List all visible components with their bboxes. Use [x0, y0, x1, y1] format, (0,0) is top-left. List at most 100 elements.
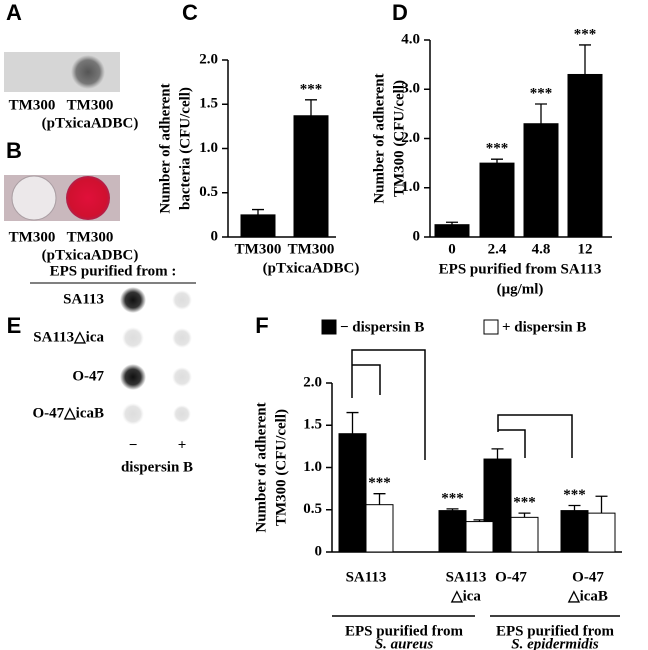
bar: [438, 510, 467, 553]
image-label: (pTxicaADBC): [42, 115, 139, 131]
y-tick-label: 0.5: [199, 184, 218, 200]
x-tick-label: SA113: [446, 569, 487, 585]
bar: [510, 516, 539, 553]
y-tick-label: 1.0: [401, 179, 420, 195]
bar: [240, 214, 276, 238]
legend-swatch: [321, 319, 337, 335]
annotation: ***: [300, 81, 323, 97]
x-tick-label: O-47: [572, 569, 604, 585]
group-label: S. aureus: [375, 636, 434, 650]
bar: [338, 433, 367, 553]
annotation: ***: [563, 487, 586, 503]
y-axis-label: TM300 (CFU/cell): [391, 80, 407, 197]
x-tick-label: 2.4: [488, 241, 507, 257]
bar: [567, 73, 603, 238]
image-label: (pTxicaADBC): [42, 247, 139, 263]
y-axis-label: Number of adherent: [157, 83, 173, 213]
row-label: SA113: [63, 291, 104, 307]
y-tick-label: 0: [413, 228, 421, 244]
error-bar: [252, 208, 264, 215]
panel-letter: D: [392, 0, 408, 25]
y-tick-label: 0.5: [303, 501, 322, 517]
x-axis-label: EPS purified from SA113: [439, 261, 602, 277]
error-bar: [305, 99, 317, 116]
x-tick-label: 0: [448, 241, 456, 257]
footer-label: dispersin B: [121, 459, 193, 475]
group-label: EPS purified from: [496, 623, 615, 639]
bar: [293, 115, 329, 238]
y-axis-label: bacteria (CFU/cell): [177, 87, 193, 210]
annotation: ***: [513, 495, 536, 511]
bar: [434, 224, 470, 238]
x-tick-label: SA113: [346, 569, 387, 585]
error-bar: [568, 504, 581, 511]
image-label: TM300: [9, 97, 56, 113]
y-tick-label: 3.0: [401, 81, 420, 97]
dot: [71, 55, 105, 89]
y-tick-label: 2.0: [303, 374, 322, 390]
panel-letter: F: [255, 313, 268, 338]
bar: [365, 504, 394, 553]
brackets: [332, 349, 620, 617]
column-label: −: [129, 437, 138, 453]
x-tick-label: 12: [578, 241, 593, 257]
image-label: TM300: [9, 229, 56, 245]
panel-letter: B: [6, 138, 22, 163]
x-tick-label: △ica: [450, 588, 481, 604]
bar: [587, 512, 616, 553]
y-axis-label: Number of adherent: [253, 402, 269, 532]
x-tick-label: 4.8: [532, 241, 551, 257]
annotation: ***: [574, 26, 597, 42]
y-axis-label: Number of adherent: [371, 73, 387, 203]
bar: [560, 510, 589, 553]
panel-letter: E: [7, 313, 22, 338]
legend-label: − dispersin B: [340, 319, 424, 335]
legend-label: + dispersin B: [502, 319, 586, 335]
y-axis-label: TM300 (CFU/cell): [273, 409, 289, 526]
legend-swatch: [483, 319, 499, 335]
well: [66, 176, 110, 220]
x-tick-label: △icaB: [567, 588, 608, 604]
annotation: ***: [368, 475, 391, 491]
error-bar: [595, 495, 608, 514]
error-bar: [473, 519, 486, 522]
panel-letter: A: [6, 0, 22, 25]
x-tick-label: TM300: [235, 241, 282, 257]
x-tick-label: TM300: [288, 241, 335, 257]
row-label: O-47: [72, 368, 104, 384]
y-tick-label: 4.0: [401, 31, 420, 47]
error-bar: [346, 411, 359, 434]
row-label: SA113△ica: [33, 329, 104, 345]
y-tick-label: 1.5: [199, 96, 218, 112]
image-label: TM300: [67, 97, 114, 113]
y-tick-label: 0: [211, 228, 219, 244]
bar: [465, 521, 494, 553]
bar: [479, 162, 515, 238]
error-bar: [491, 448, 504, 460]
y-tick-label: 0: [315, 543, 323, 559]
e-dots: [120, 287, 192, 425]
error-bar: [518, 512, 531, 518]
x-tick-label: (pTxicaADBC): [263, 260, 360, 276]
row-label: O-47△icaB: [32, 405, 104, 421]
heading: EPS purified from :: [50, 263, 177, 279]
column-label: +: [178, 437, 187, 453]
error-bar: [373, 493, 386, 505]
y-tick-label: 2.0: [199, 51, 218, 67]
annotation: ***: [441, 490, 464, 506]
annotation: ***: [486, 141, 509, 157]
error-bar: [446, 508, 459, 511]
panel-letter: C: [182, 0, 198, 25]
image-label: TM300: [67, 229, 114, 245]
bar: [523, 123, 559, 238]
annotation: ***: [530, 85, 553, 101]
error-bar: [579, 44, 591, 75]
well: [11, 175, 57, 221]
group-label: EPS purified from: [345, 623, 464, 639]
x-axis-label: (μg/ml): [497, 281, 544, 297]
error-bar: [446, 221, 458, 225]
y-tick-label: 1.5: [303, 417, 322, 433]
y-tick-label: 1.0: [303, 459, 322, 475]
error-bar: [491, 158, 503, 164]
